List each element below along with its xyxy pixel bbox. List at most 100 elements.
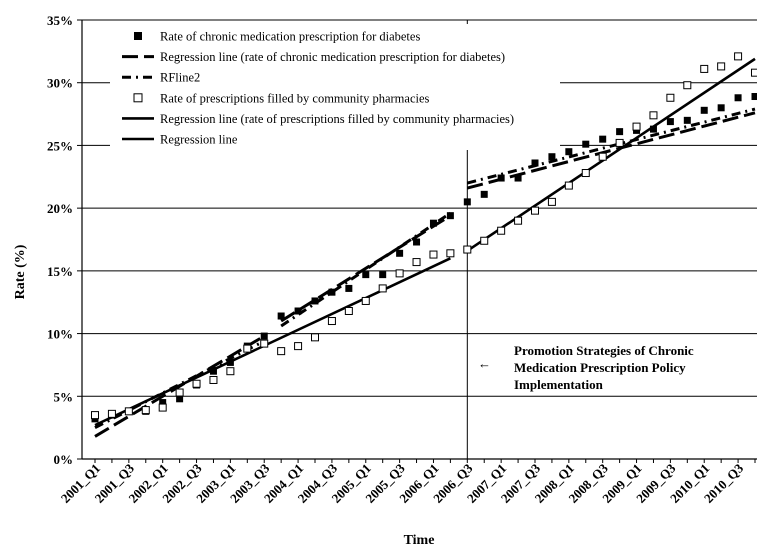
diabetes-rate-point: [497, 174, 505, 182]
diabetes-rate-point: [396, 249, 404, 257]
diabetes-rate-point: [311, 297, 319, 305]
annotation-line-3: Implementation: [514, 377, 604, 392]
diabetes-rate-point: [209, 367, 217, 375]
diabetes-rate-point: [260, 332, 268, 340]
diabetes-rate-point: [751, 93, 757, 101]
diabetes-rate-point: [159, 399, 167, 407]
legend: Rate of chronic medication prescription …: [110, 24, 560, 150]
x-axis-title: Time: [404, 533, 435, 548]
pharmacy-rate-point: [497, 226, 506, 235]
diabetes-rate-point: [700, 106, 708, 114]
pharmacy-rate-point: [598, 152, 607, 161]
pharmacy-rate-point: [649, 111, 658, 120]
diabetes-rate-point: [683, 116, 691, 124]
pharmacy-rate-point: [547, 197, 556, 206]
annotation-line-2: Medication Prescription Policy: [514, 360, 686, 375]
diabetes-rate-point: [717, 104, 725, 112]
pharmacy-rate-point: [175, 388, 184, 397]
pharmacy-rate-point: [717, 62, 726, 71]
pharmacy-rate-point: [700, 64, 709, 73]
diabetes-rate-point: [599, 135, 607, 143]
diabetes-rate-point: [226, 358, 234, 366]
legend-label: Regression line (rate of prescriptions f…: [160, 112, 514, 126]
y-tick-label: 10%: [47, 327, 73, 342]
pharmacy-rate-point: [124, 407, 133, 416]
pharmacy-rate-point: [158, 403, 167, 412]
annotation-arrow: ←: [478, 356, 491, 371]
y-tick-label: 25%: [47, 138, 73, 153]
diabetes-rate-point: [294, 307, 302, 315]
y-tick-label: 15%: [47, 264, 73, 279]
pharmacy-rate-point: [683, 81, 692, 90]
legend-symbol: [134, 32, 142, 40]
diabetes-rate-point: [649, 125, 657, 133]
diabetes-rate-point: [548, 153, 556, 161]
diabetes-rate-point: [666, 118, 674, 126]
pharmacy-rate-point: [311, 333, 319, 342]
pharmacy-rate-point: [209, 375, 218, 384]
y-axis-ticks: 0% 5% 10% 15% 20% 25% 30% 35%: [47, 13, 82, 467]
diabetes-rate-point: [362, 271, 370, 279]
pharmacy-rate-point: [294, 342, 303, 351]
diabetes-rate-point: [345, 284, 353, 292]
diabetes-rate-point: [514, 174, 522, 182]
diabetes-rate-point: [616, 128, 624, 136]
pharmacy-rate-point: [361, 296, 370, 305]
legend-label: RFline2: [160, 71, 200, 85]
pharmacy-rate-point: [344, 306, 353, 315]
legend-symbol: [133, 93, 143, 103]
diabetes-rate-point: [379, 271, 387, 279]
regression-segment: [466, 107, 756, 185]
diabetes-rate-point: [565, 148, 573, 156]
pharmacy-rate-point: [226, 367, 235, 376]
pharmacy-rate-point: [734, 52, 743, 61]
pharmacy-rate-point: [395, 269, 404, 278]
legend-label: Regression line (rate of chronic medicat…: [160, 50, 505, 64]
legend-background: [110, 24, 560, 150]
y-tick-label: 20%: [47, 201, 73, 216]
diabetes-rate-point: [531, 159, 539, 167]
legend-label: Regression line: [160, 133, 238, 147]
diabetes-rate-point: [328, 288, 336, 296]
y-tick-label: 35%: [47, 13, 73, 28]
pharmacy-rate-point: [243, 344, 252, 353]
policy-annotation: ← Promotion Strategies of Chronic Medica…: [478, 343, 694, 392]
pharmacy-rate-point: [260, 339, 269, 348]
pharmacy-rate-point: [446, 249, 455, 258]
y-tick-label: 30%: [47, 76, 73, 91]
diabetes-rate-point: [463, 198, 471, 206]
diabetes-rate-point: [413, 238, 421, 246]
pharmacy-rate-point: [327, 317, 336, 326]
y-tick-label: 0%: [54, 452, 74, 467]
pharmacy-rate-point: [581, 169, 590, 178]
diabetes-rate-point: [582, 140, 590, 148]
pharmacy-rate-point: [564, 181, 573, 190]
pharmacy-rate-point: [378, 284, 387, 293]
regression-segment: [94, 257, 451, 427]
diabetes-rate-point: [446, 212, 454, 220]
diabetes-rate-point: [176, 395, 184, 403]
annotation-line-1: Promotion Strategies of Chronic: [514, 343, 694, 358]
pharmacy-rate-point: [751, 68, 757, 77]
regression-segment: [280, 211, 452, 328]
pharmacy-rate-point: [141, 406, 150, 415]
pharmacy-rate-point: [192, 379, 201, 388]
y-axis-title: Rate (%): [13, 244, 28, 299]
pharmacy-rate-point: [514, 216, 523, 225]
pharmacy-rate-point: [412, 258, 421, 267]
legend-label: Rate of prescriptions filled by communit…: [160, 91, 430, 105]
pharmacy-rate-point: [480, 236, 489, 245]
diabetes-rate-point: [734, 94, 742, 102]
pharmacy-rate-point: [277, 347, 286, 356]
pharmacy-rate-point: [429, 250, 438, 259]
x-axis-ticks: 2001_Q12001_Q32002_Q12002_Q32003_Q12003_…: [58, 459, 756, 506]
pharmacy-rate-point: [107, 409, 116, 418]
diabetes-rate-point: [429, 219, 437, 227]
pharmacy-rate-point: [615, 138, 624, 147]
pharmacy-rate-point: [463, 245, 472, 254]
diabetes-rate-point: [277, 312, 285, 320]
diabetes-rate-point: [480, 190, 488, 198]
pharmacy-rate-point: [91, 411, 99, 420]
legend-label: Rate of chronic medication prescription …: [160, 30, 420, 44]
